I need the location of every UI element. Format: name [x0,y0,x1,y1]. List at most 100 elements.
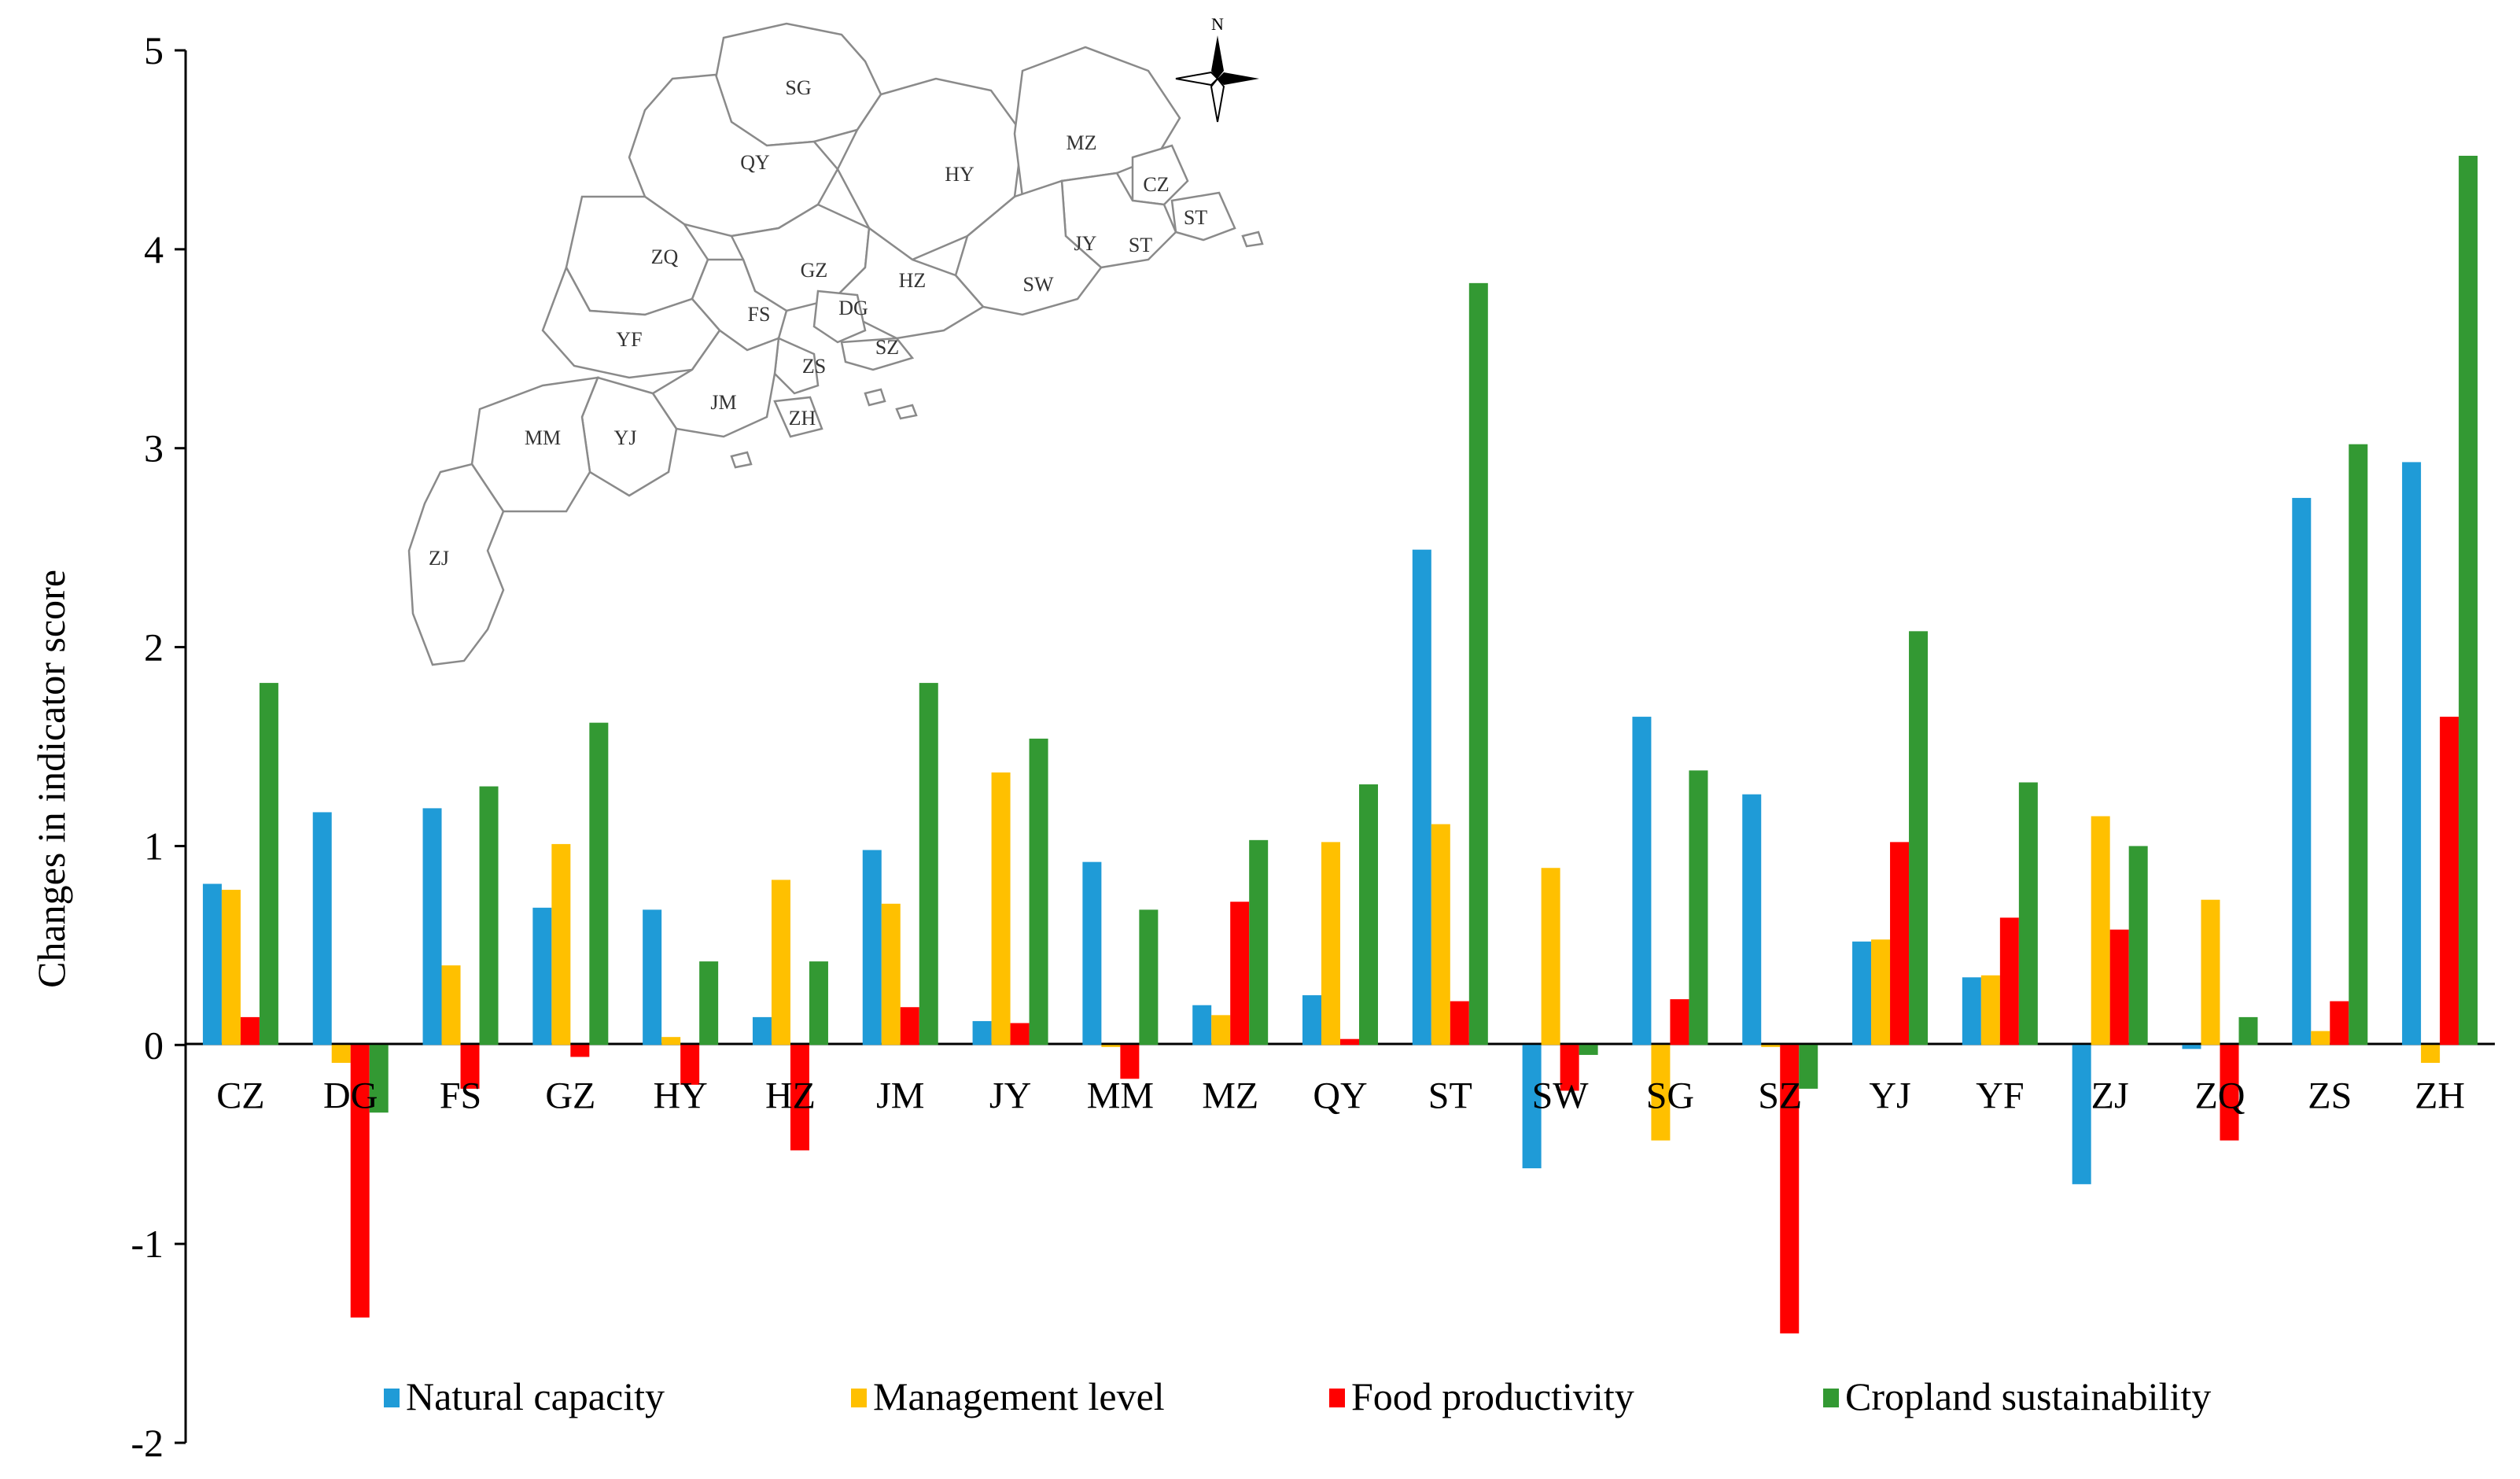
x-tick-label: SW [1532,1075,1590,1116]
legend-swatch-natural-capacity [384,1389,400,1407]
map-label: SG [785,76,811,99]
x-tick-label: ZH [2415,1075,2465,1116]
bar-management-level-zq [2201,899,2220,1046]
bar-food-productivity-dg [350,1045,370,1318]
map-region-st [1170,191,1236,242]
x-tick-label: MZ [1202,1075,1258,1116]
map-region-zh [773,396,823,438]
legend-swatch-cropland-sustainability [1823,1389,1839,1407]
map-label: ZJ [429,547,449,570]
x-tick-label: QY [1313,1075,1367,1116]
bar-management-level-hz [771,880,790,1046]
map-label: YJ [614,426,637,449]
bar-management-level-sw [1541,868,1560,1046]
bar-management-level-yj [1871,939,1891,1046]
bar-management-level-cz [221,890,241,1046]
bar-natural-capacity-zh [2402,462,2422,1046]
x-tick-label: YJ [1869,1075,1910,1116]
bar-natural-capacity-sz [1742,794,1762,1046]
x-tick-label: CZ [216,1075,264,1116]
map-label: DG [838,297,868,319]
bar-cropland-sustainability-zq [2238,1016,2258,1046]
x-tick-label: DG [323,1075,378,1116]
bar-management-level-fs [441,965,461,1046]
y-tick-label: 4 [144,227,164,271]
bar-cropland-sustainability-sg [1689,770,1708,1046]
bar-food-productivity-hy [680,1045,700,1085]
map-island [864,388,886,407]
x-tick-label: MM [1087,1075,1154,1116]
bar-management-level-jy [991,772,1011,1046]
map-label: JM [710,391,736,414]
bar-cropland-sustainability-st [1468,282,1488,1046]
bar-food-productivity-yf [1999,917,2019,1046]
bar-natural-capacity-yf [1962,977,1981,1046]
bar-management-level-yf [1980,975,2000,1046]
bar-food-productivity-st [1450,1001,1469,1046]
bar-management-level-gz [551,843,571,1046]
map-label: JY [1074,232,1097,255]
map-inset: SG QY HY MZ CZ ST ST JY SW ZQ GZ HZ DG F… [407,14,1264,666]
bar-natural-capacity-sw [1522,1045,1542,1169]
x-tick-label: GZ [545,1075,595,1116]
legend-label-cropland-sustainability: Cropland sustainability [1845,1374,2211,1418]
map-island [1241,231,1264,248]
bar-cropland-sustainability-gz [589,722,609,1046]
bar-cropland-sustainability-jm [919,683,938,1046]
bar-natural-capacity-st [1412,549,1431,1046]
map-label: HY [945,163,974,186]
bar-natural-capacity-jm [862,850,882,1046]
bar-management-level-mz [1211,1015,1231,1046]
bar-natural-capacity-cz [202,883,222,1046]
bar-natural-capacity-gz [532,907,552,1046]
bar-management-level-dg [331,1045,351,1064]
map-label: ST [1184,206,1207,229]
map-label: SZ [875,336,899,359]
map-label: ZQ [651,245,679,268]
axes: 5 4 3 2 1 0 -1 -2 Changes in indicator score [29,28,2495,1465]
map-region-cz [1131,144,1189,206]
x-tick-label: SZ [1758,1075,1802,1116]
bar-cropland-sustainability-yj [1909,631,1929,1046]
bar-management-level-sz [1761,1045,1781,1047]
bar-management-level-zj [2091,816,2110,1046]
bar-management-level-zh [2421,1045,2441,1064]
bar-food-productivity-jy [1010,1023,1030,1046]
bar-management-level-jm [881,903,901,1046]
bar-food-productivity-mm [1120,1045,1140,1079]
bar-cropland-sustainability-dg [369,1045,389,1113]
map-regions [407,22,1264,666]
map-label: ST [1129,234,1152,256]
bar-food-productivity-zh [2440,717,2459,1046]
map-label: QY [740,151,770,174]
bar-natural-capacity-zq [2182,1045,2201,1049]
y-tick-label: 3 [144,426,164,470]
bar-cropland-sustainability-mz [1249,839,1269,1046]
bar-food-productivity-zs [2330,1001,2349,1046]
y-tick-label: 2 [144,625,164,669]
x-tick-label: JM [876,1075,924,1116]
bar-cropland-sustainability-zh [2459,156,2478,1046]
bar-cropland-sustainability-sw [1579,1045,1598,1055]
bar-cropland-sustainability-mm [1139,909,1159,1046]
bar-cropland-sustainability-hz [809,961,828,1046]
compass-north-label: N [1211,14,1224,34]
bars [202,156,2478,1333]
bar-food-productivity-sg [1670,999,1689,1046]
bar-natural-capacity-yj [1852,941,1872,1046]
x-tick-label: SG [1646,1075,1694,1116]
y-tick-label: -2 [131,1421,164,1465]
bar-natural-capacity-mm [1082,861,1102,1046]
map-label: ZS [802,355,826,378]
bar-cropland-sustainability-sz [1799,1045,1818,1089]
bar-food-productivity-zj [2109,929,2129,1046]
bar-natural-capacity-zs [2292,497,2312,1046]
bar-food-productivity-sz [1780,1045,1800,1333]
map-region-sz [840,337,915,371]
x-tick-label: ZQ [2194,1075,2245,1116]
map-label: GZ [801,259,828,282]
bar-food-productivity-mz [1230,902,1250,1046]
bar-management-level-qy [1321,842,1340,1046]
bar-natural-capacity-hz [752,1016,772,1046]
